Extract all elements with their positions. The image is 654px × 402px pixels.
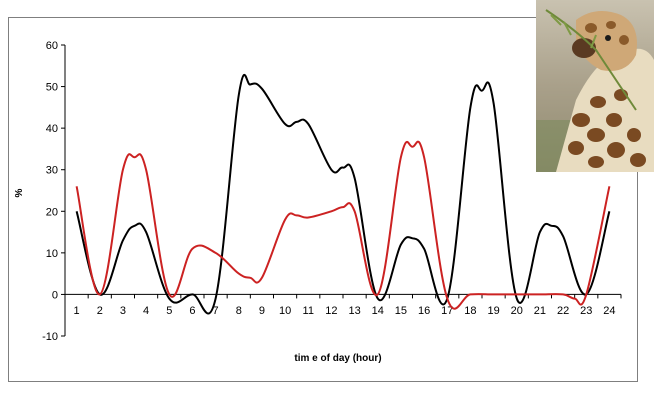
x-tick-label: 21 [534,305,546,317]
x-tick-label: 13 [348,305,360,317]
x-tick-label: 11 [303,305,314,317]
x-axis: 1 2 3 4 5 6 7 8 9 10 11 12 13 14 15 16 17 18 19 20 21 22 23 24 [64,293,622,317]
y-tick-label: 60 [46,40,58,52]
x-tick-label: 1 [74,305,80,317]
series-line-black [75,74,611,315]
x-tick-label: 5 [166,305,172,317]
x-tick-label: 10 [279,305,291,317]
x-tick-label: 9 [259,305,265,317]
x-tick-label: 15 [395,305,407,317]
x-tick-label: 16 [418,305,430,317]
x-tick-label: 20 [511,305,523,317]
x-tick-label: 6 [189,305,195,317]
x-tick-label: 14 [372,305,384,317]
giraffe-photo [536,0,654,172]
chart-frame [8,17,638,382]
y-axis: -10 0 10 20 30 40 50 60 [42,40,66,343]
y-tick-label: 10 [46,248,58,260]
y-tick-label: -10 [42,331,58,343]
x-tick-label: 8 [236,305,242,317]
y-tick-label: 30 [46,165,58,177]
x-tick-label: 18 [464,305,476,317]
y-tick-label: 0 [52,289,58,301]
x-tick-label: 3 [120,305,126,317]
y-tick-label: 40 [46,123,58,135]
x-tick-label: 4 [143,305,149,317]
x-tick-label: 23 [580,305,592,317]
x-tick-label: 2 [97,305,103,317]
x-tick-label: 22 [557,305,569,317]
y-tick-label: 20 [46,206,58,218]
x-tick-label: 12 [325,305,337,317]
y-axis-title: % [14,188,25,197]
x-tick-label: 7 [213,305,219,317]
series-line-red [75,140,611,310]
x-tick-label: 24 [603,305,615,317]
y-tick-label: 50 [46,82,58,94]
series-group [75,74,611,315]
x-tick-label: 19 [487,305,499,317]
x-tick-label: 17 [441,305,453,317]
x-axis-title: tim e of day (hour) [294,353,381,364]
